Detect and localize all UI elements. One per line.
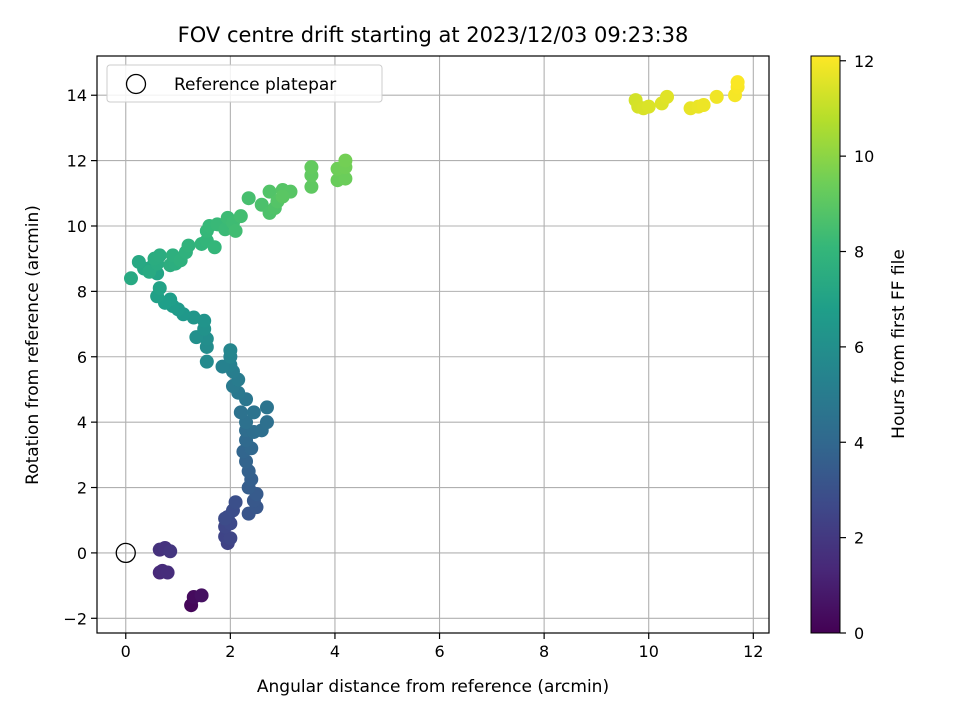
data-point xyxy=(660,89,675,104)
data-point xyxy=(233,405,248,420)
x-tick-label: 0 xyxy=(121,642,131,661)
data-point xyxy=(259,400,274,415)
data-points xyxy=(123,75,745,613)
data-point xyxy=(304,179,319,194)
data-point xyxy=(233,209,248,224)
x-tick-label: 6 xyxy=(434,642,444,661)
chart-title: FOV centre drift starting at 2023/12/03 … xyxy=(178,23,689,47)
colorbar-tick-label: 10 xyxy=(854,147,874,166)
data-point xyxy=(123,271,138,286)
reference-marker xyxy=(115,542,136,564)
legend: Reference platepar xyxy=(106,64,383,103)
y-axis-ticks: −2 0 2 4 6 8 10 12 14 xyxy=(63,86,97,628)
data-point xyxy=(223,343,238,358)
colorbar-ticks: 0 2 4 6 8 10 12 xyxy=(840,52,874,643)
colorbar xyxy=(810,55,841,634)
data-point xyxy=(241,191,256,206)
y-tick-label: 10 xyxy=(67,217,87,236)
y-tick-label: 8 xyxy=(77,282,87,301)
y-tick-label: 2 xyxy=(77,479,87,498)
legend-label-reference: Reference platepar xyxy=(174,75,336,95)
x-axis-label: Angular distance from reference (arcmin) xyxy=(257,677,609,697)
colorbar-tick-label: 0 xyxy=(854,624,864,643)
y-tick-label: 12 xyxy=(67,152,87,171)
y-axis-label: Rotation from reference (arcmin) xyxy=(23,205,43,485)
y-tick-label: 14 xyxy=(67,86,87,105)
data-point xyxy=(259,415,274,430)
plot-frame xyxy=(96,55,770,634)
x-tick-label: 4 xyxy=(330,642,340,661)
data-point xyxy=(160,565,175,580)
data-point xyxy=(223,531,238,546)
x-tick-label: 12 xyxy=(743,642,763,661)
data-point xyxy=(152,248,167,263)
legend-marker-reference xyxy=(125,73,147,95)
colorbar-tick-label: 4 xyxy=(854,433,864,452)
data-point xyxy=(262,184,277,199)
colorbar-tick-label: 2 xyxy=(854,529,864,548)
data-point xyxy=(152,281,167,296)
x-tick-label: 10 xyxy=(639,642,659,661)
data-point xyxy=(228,495,243,510)
data-point xyxy=(228,223,243,238)
colorbar-tick-label: 6 xyxy=(854,338,864,357)
data-point xyxy=(215,359,230,374)
data-point xyxy=(194,588,209,603)
data-point xyxy=(207,240,222,255)
colorbar-tick-label: 12 xyxy=(854,52,874,71)
y-tick-label: 0 xyxy=(77,544,87,563)
data-point xyxy=(641,99,656,114)
data-point xyxy=(131,254,146,269)
colorbar-label: Hours from first FF file xyxy=(889,249,909,439)
y-tick-label: 4 xyxy=(77,413,87,432)
x-tick-label: 8 xyxy=(539,642,549,661)
grid xyxy=(97,56,769,633)
data-point xyxy=(338,153,353,168)
x-axis-ticks: 0 2 4 6 8 10 12 xyxy=(121,633,763,661)
reference-marker-group xyxy=(115,542,136,564)
data-point xyxy=(181,238,196,253)
data-point xyxy=(199,354,214,369)
y-tick-label: 6 xyxy=(77,348,87,367)
x-tick-label: 2 xyxy=(225,642,235,661)
data-point xyxy=(275,189,290,204)
data-point xyxy=(730,75,745,90)
data-point xyxy=(304,160,319,175)
data-point xyxy=(338,171,353,186)
legend-box xyxy=(106,64,383,103)
data-point xyxy=(709,89,724,104)
colorbar-tick-label: 8 xyxy=(854,243,864,262)
data-point xyxy=(696,98,711,113)
y-tick-label: −2 xyxy=(63,609,87,628)
data-point xyxy=(163,544,178,559)
data-point xyxy=(246,405,261,420)
